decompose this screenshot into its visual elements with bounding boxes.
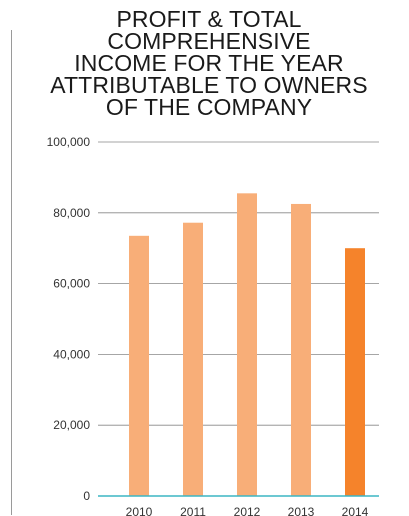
bar-2012: [237, 193, 257, 496]
bar-2011: [183, 222, 203, 496]
x-tick-label: 2010: [126, 505, 153, 516]
x-tick-label: 2012: [234, 505, 261, 516]
chart-title-line: OF THE COMPANY: [105, 94, 313, 120]
chart-title-line: INCOME FOR THE YEAR: [74, 50, 344, 76]
chart-title: PROFIT & TOTAL COMPREHENSIVE INCOME FOR …: [14, 6, 404, 120]
y-tick-label: 0: [83, 489, 90, 503]
bar-2014: [345, 248, 365, 496]
left-divider-rule: [11, 30, 12, 515]
y-tick-label: 40,000: [53, 347, 90, 361]
y-tick-label: 20,000: [53, 418, 90, 432]
x-tick-label: 2013: [288, 505, 315, 516]
y-tick-label: 100,000: [47, 135, 91, 149]
y-tick-label: 80,000: [53, 206, 90, 220]
bar-2013: [291, 203, 311, 496]
chart-title-line: ATTRIBUTABLE TO OWNERS: [50, 72, 368, 98]
bar-2010: [129, 235, 149, 496]
chart-title-line: PROFIT & TOTAL COMPREHENSIVE: [107, 6, 311, 54]
x-tick-label: 2014: [342, 505, 369, 516]
y-tick-label: 60,000: [53, 277, 90, 291]
x-tick-label: 2011: [180, 505, 206, 516]
